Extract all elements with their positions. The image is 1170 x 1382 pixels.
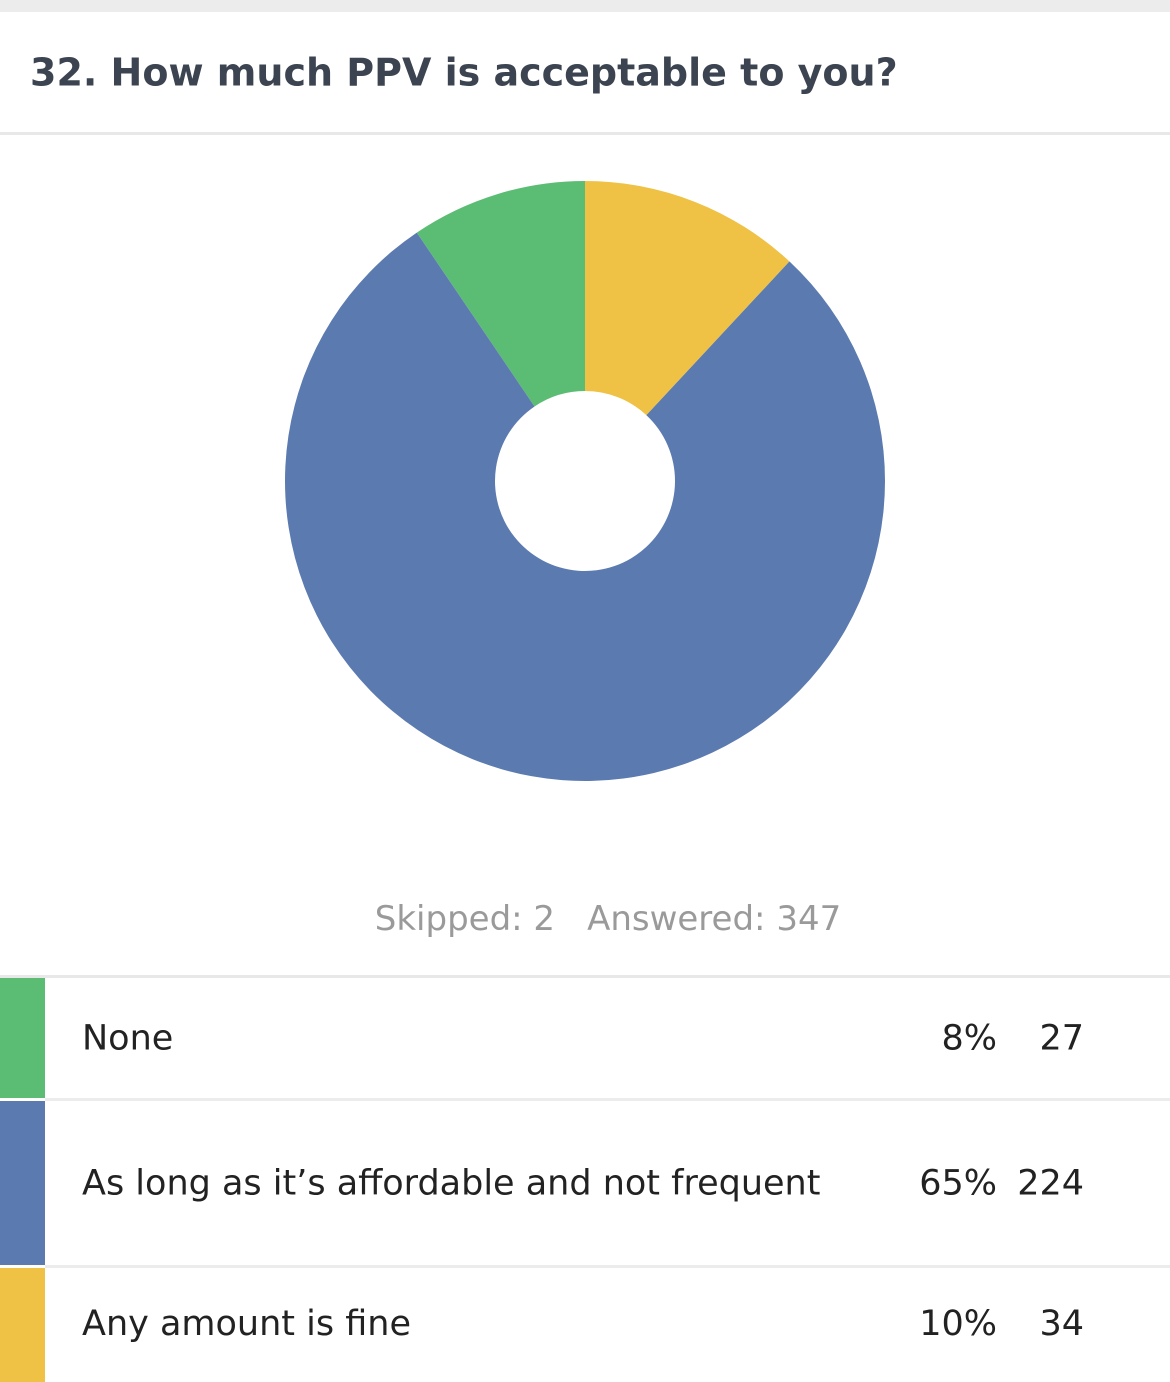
answer-count: 27: [1039, 1019, 1084, 1059]
row-divider: [45, 1265, 1170, 1268]
top-band: [0, 0, 1170, 12]
skipped-label: Skipped:: [375, 899, 523, 939]
answered-label: Answered:: [587, 899, 765, 939]
question-title: 32. How much PPV is acceptable to you?: [30, 51, 898, 95]
answer-percent: 65%: [919, 1164, 997, 1204]
response-summary: Skipped: 2 Answered: 347: [375, 899, 841, 939]
skipped-count: 2: [533, 899, 555, 939]
answer-count: 224: [1017, 1164, 1084, 1204]
donut-slice: [416, 181, 585, 407]
divider: [0, 132, 1170, 135]
row-divider: [45, 1098, 1170, 1101]
donut-slice: [585, 181, 790, 416]
answer-percent: 10%: [919, 1304, 997, 1344]
answer-percent: 8%: [941, 1019, 997, 1059]
answer-label: None: [82, 1019, 173, 1059]
donut-chart: [285, 181, 886, 781]
divider: [0, 975, 1170, 978]
donut-slice: [285, 232, 886, 781]
answer-label: Any amount is fine: [82, 1304, 411, 1344]
answer-count: 34: [1039, 1304, 1084, 1344]
answer-table: None 8% 27 As long as it’s affordable and n…: [0, 978, 1170, 1382]
color-swatch: [0, 1101, 45, 1265]
color-swatch: [0, 1268, 45, 1382]
answer-label: As long as it’s affordable and not frequ…: [82, 1164, 820, 1204]
color-swatch: [0, 978, 45, 1098]
answered-count: 347: [776, 899, 841, 939]
